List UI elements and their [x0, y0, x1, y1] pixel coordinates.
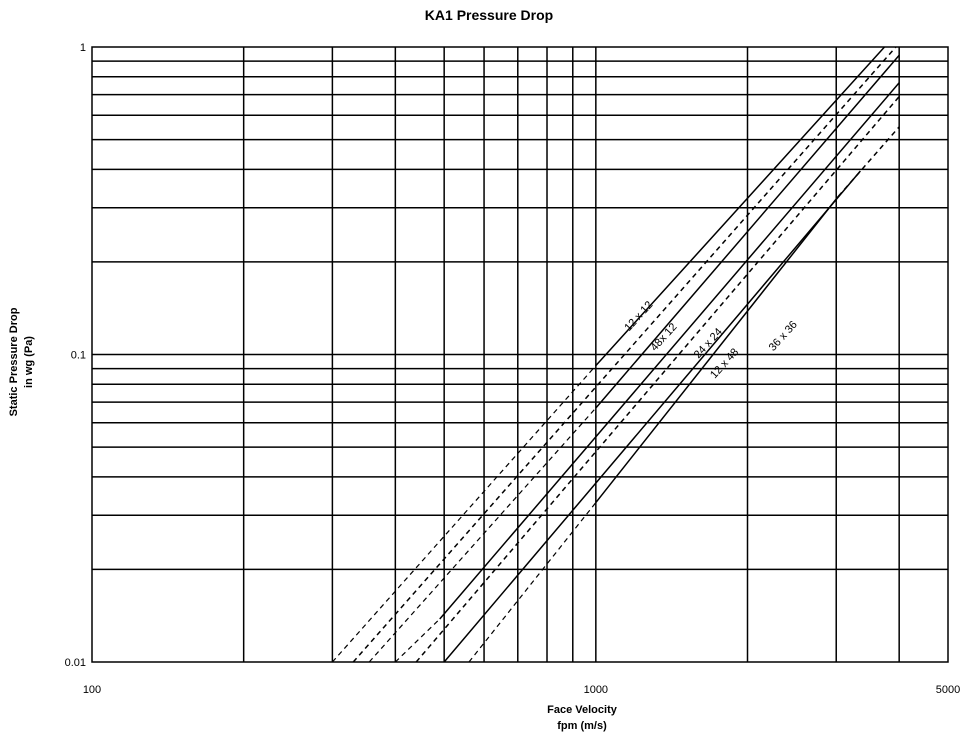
series-label: 12 x 12 — [622, 299, 655, 334]
series-line-36x36 — [595, 195, 839, 504]
plot-frame — [91, 46, 949, 663]
series-label: 48x 12 — [649, 321, 680, 354]
x-axis-label: Face Velocity — [547, 704, 618, 716]
chart-title: KA1 Pressure Drop — [425, 7, 553, 23]
x-tick-label: 100 — [83, 684, 101, 696]
y-tick-label: 0.01 — [65, 657, 86, 669]
series-line-48x12 — [595, 54, 900, 409]
series-extension-48x12 — [368, 407, 597, 663]
series-line-24x24 — [439, 82, 900, 620]
x-tick-label: 5000 — [936, 684, 960, 696]
grid — [92, 47, 948, 662]
y-axis-label: Static Pressure Drop — [8, 307, 20, 416]
series-extension-12x12 — [331, 365, 597, 663]
y-axis-label-group: Static Pressure Drop — [8, 307, 20, 416]
series-label: 36 x 36 — [767, 319, 800, 354]
series-extension-24x24 — [394, 618, 441, 663]
series-label: 24 x 24 — [692, 326, 725, 361]
y-axis-unit-group: in wg (Pa) — [23, 336, 35, 388]
series-line-12x12 — [595, 46, 886, 367]
series-extension-36x36 — [468, 502, 597, 663]
y-tick-label: 0.1 — [71, 350, 86, 362]
series-layer — [331, 46, 900, 663]
y-axis-unit-label: in wg (Pa) — [23, 336, 35, 388]
y-tick-label: 1 — [80, 42, 86, 54]
series-line-12x48 — [443, 170, 861, 663]
x-tick-label: 1000 — [584, 684, 608, 696]
series-line-unnamed — [415, 96, 900, 663]
series-line-unnamed — [352, 46, 897, 663]
series-label: 12 x 48 — [708, 346, 741, 381]
series-line-unnamed — [837, 126, 900, 197]
x-axis-unit-label: fpm (m/s) — [557, 720, 607, 732]
tick-labels: 100 1000 5000 0.01 0.1 1 — [65, 42, 961, 696]
